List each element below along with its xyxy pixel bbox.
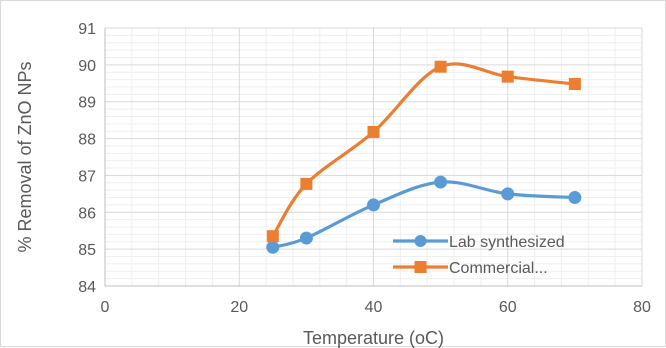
x-tick-label: 20 [230, 299, 248, 316]
data-point-lab-synthesized [266, 240, 280, 254]
legend-item-commercial: Commercial... [393, 260, 548, 277]
data-point-lab-synthesized [568, 191, 582, 205]
data-point-lab-synthesized [501, 187, 515, 201]
data-point-lab-synthesized [434, 175, 448, 189]
series-line-commercial [271, 62, 576, 238]
series-layer [266, 60, 582, 254]
legend: Lab synthesized Commercial... [393, 234, 565, 277]
data-point-lab-synthesized [299, 231, 313, 245]
y-tick-label: 88 [78, 132, 96, 149]
x-tick-label: 80 [633, 299, 651, 316]
y-axis-title: % Removal of ZnO NPs [15, 61, 35, 252]
legend-marker-lab-synthesized [414, 235, 427, 247]
y-tick-label: 84 [78, 279, 96, 296]
legend-marker-commercial [414, 261, 427, 273]
y-tick-label: 89 [78, 95, 96, 112]
axes [104, 28, 642, 287]
data-point-lab-synthesized [367, 198, 380, 212]
legend-label-commercial: Commercial... [449, 260, 548, 277]
data-point-commercial [434, 60, 447, 73]
legend-item-lab-synthesized: Lab synthesized [393, 234, 565, 251]
data-point-commercial [501, 70, 514, 83]
y-tick-label: 90 [78, 58, 96, 75]
data-point-commercial [300, 177, 313, 190]
y-tick-label: 85 [78, 242, 96, 259]
x-tick-label: 60 [499, 299, 517, 316]
y-tick-label: 87 [78, 168, 96, 185]
y-tick-label: 86 [78, 205, 96, 222]
y-tick-label: 91 [78, 21, 96, 38]
x-tick-label: 0 [101, 299, 110, 316]
legend-label-lab-synthesized: Lab synthesized [449, 234, 565, 251]
data-point-commercial [367, 125, 380, 138]
tick-labels: 0 20 40 60 80 84 85 86 87 88 89 90 91 [78, 21, 651, 316]
x-tick-label: 40 [365, 299, 383, 316]
x-axis-title: Temperature (oC) [303, 328, 444, 348]
data-point-commercial [266, 230, 279, 243]
data-point-commercial [568, 78, 581, 91]
